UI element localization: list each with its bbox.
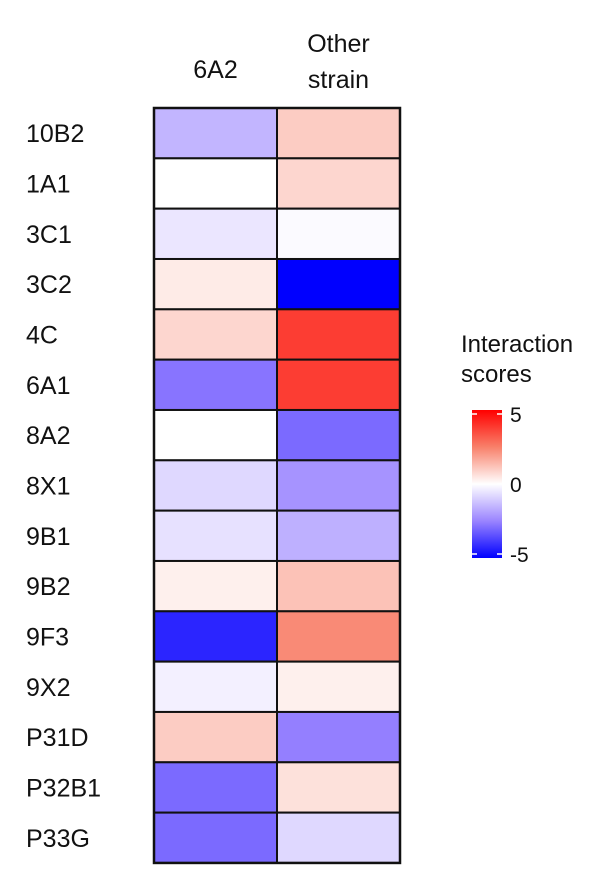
row-label: P31D — [26, 724, 89, 752]
colorbar-title: scores — [461, 361, 532, 388]
heatmap-cell — [276, 157, 401, 210]
heatmap-cell — [153, 509, 278, 562]
heatmap-cell — [153, 660, 278, 713]
row-label: 3C2 — [26, 271, 72, 299]
row-label: 10B2 — [26, 120, 84, 148]
heatmap-cell — [276, 408, 401, 462]
colorbar-legend: Interaction scores 5 0 -5 — [461, 331, 573, 567]
heatmap-cell — [276, 761, 401, 814]
heatmap-cell — [153, 559, 278, 613]
column-label: strain — [308, 66, 369, 94]
row-label: 4C — [26, 321, 58, 349]
heatmap-cell — [276, 610, 401, 663]
heatmap-cell — [153, 308, 278, 361]
row-label: 9F3 — [26, 623, 69, 651]
heatmap-cells — [152, 106, 402, 865]
heatmap-cell — [276, 660, 401, 713]
heatmap-cell — [276, 459, 401, 512]
heatmap-cell — [276, 257, 401, 311]
row-label: P33G — [26, 825, 90, 853]
heatmap-cell — [153, 459, 278, 512]
colorbar-title: Interaction — [461, 331, 573, 358]
row-label: 8A2 — [26, 422, 70, 450]
heatmap-cell — [153, 257, 278, 311]
row-label: 6A1 — [26, 372, 70, 400]
heatmap-cell — [153, 610, 278, 663]
heatmap-cell — [276, 107, 401, 160]
heatmap-border — [152, 106, 402, 865]
heatmap-cell — [276, 308, 401, 361]
heatmap-cell — [276, 559, 401, 613]
row-label: 8X1 — [26, 472, 70, 500]
heatmap-cell — [153, 358, 278, 411]
heatmap-cell — [153, 107, 278, 160]
colorbar-tick-label: -5 — [510, 544, 529, 567]
heatmap-cell — [276, 358, 401, 411]
row-label: 9B2 — [26, 573, 70, 601]
colorbar-tick-label: 5 — [510, 404, 522, 427]
heatmap-cell — [153, 207, 278, 260]
heatmap-cell — [276, 509, 401, 562]
row-label: 9B1 — [26, 523, 70, 551]
heatmap-cell — [153, 710, 278, 764]
row-label: 1A1 — [26, 170, 70, 198]
column-label: Other — [307, 30, 370, 58]
row-label: 3C1 — [26, 221, 72, 249]
row-labels: 10B2 1A1 3C1 3C2 4C 6A1 8A2 8X1 9B1 9B2 9F3 9X2 P31D… — [26, 120, 101, 853]
column-labels: 6A2 Other strain — [193, 30, 370, 94]
column-label: 6A2 — [193, 56, 237, 84]
heatmap-cell — [153, 157, 278, 210]
heatmap-cell — [153, 408, 278, 462]
colorbar-tick-label: 0 — [510, 474, 522, 497]
row-label: P32B1 — [26, 774, 101, 802]
heatmap-cell — [153, 811, 278, 864]
heatmap-cell — [276, 710, 401, 764]
heatmap-cell — [153, 761, 278, 814]
heatmap-cell — [276, 811, 401, 864]
row-label: 9X2 — [26, 674, 70, 702]
heatmap-cell — [276, 207, 401, 260]
